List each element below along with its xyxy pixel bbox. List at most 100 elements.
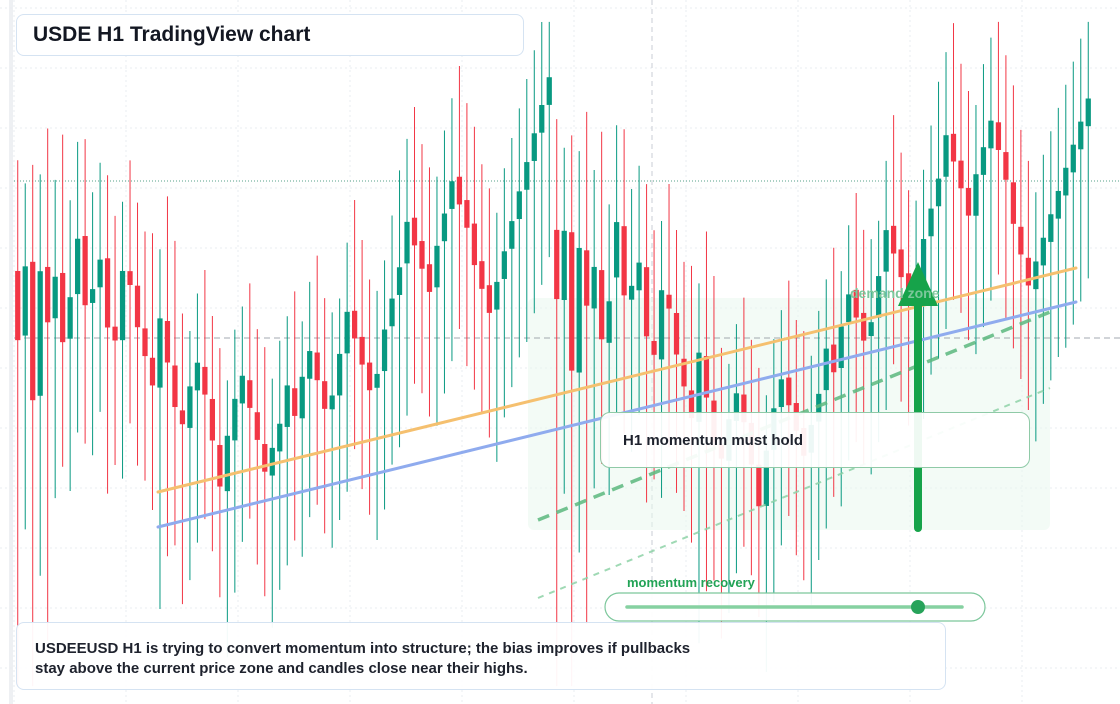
- candle: [45, 128, 51, 641]
- candle-body: [576, 247, 582, 373]
- candle-body: [149, 357, 156, 386]
- candle-body: [97, 259, 103, 288]
- candle-body: [351, 310, 358, 339]
- candle-body: [928, 208, 934, 237]
- candle-body: [591, 266, 597, 309]
- candle: [943, 52, 949, 329]
- candle-body: [1040, 237, 1046, 266]
- candle-body: [988, 120, 994, 149]
- candle: [374, 290, 380, 541]
- candle: [396, 170, 403, 448]
- summary-card: USDEEUSD H1 is trying to convert momentu…: [16, 622, 946, 690]
- candle-body: [247, 380, 253, 408]
- candle: [67, 200, 73, 491]
- candle: [52, 179, 58, 499]
- candle-body: [172, 365, 178, 408]
- momentum-arrow-head: [898, 262, 938, 306]
- candle-body: [950, 133, 957, 162]
- candle: [239, 306, 245, 542]
- candle: [464, 103, 470, 367]
- candle-body: [614, 222, 620, 278]
- candle: [434, 176, 440, 426]
- candle: [419, 144, 425, 394]
- candle-body: [277, 423, 283, 452]
- candle: [314, 255, 320, 505]
- candle-body: [60, 272, 66, 343]
- candle-body: [868, 322, 874, 337]
- candle: [404, 138, 410, 416]
- candle-body: [179, 410, 186, 425]
- candle-body: [628, 285, 635, 300]
- candle: [479, 164, 485, 414]
- candle: [292, 291, 298, 541]
- candle: [426, 167, 433, 417]
- candle-body: [778, 379, 784, 408]
- candle: [853, 192, 859, 443]
- candle-body: [1033, 261, 1039, 290]
- candle-body: [479, 261, 485, 289]
- candle-body: [449, 181, 455, 209]
- candle-body: [995, 122, 1002, 150]
- candle: [614, 125, 620, 416]
- candle: [337, 298, 343, 520]
- candle-body: [965, 187, 972, 216]
- candle: [254, 329, 260, 565]
- candle: [876, 220, 882, 443]
- candle-body: [546, 77, 552, 105]
- candle: [628, 188, 635, 452]
- candle-body: [419, 241, 425, 269]
- candle: [1063, 84, 1069, 348]
- candle-body: [561, 230, 567, 301]
- candle-body: [943, 135, 949, 177]
- candle: [127, 160, 133, 424]
- candle: [995, 21, 1002, 275]
- candle-body: [381, 329, 388, 372]
- candle: [187, 331, 193, 581]
- demand-zone-label: demand zone: [850, 285, 940, 301]
- candle-body: [389, 298, 395, 327]
- candle-body: [643, 267, 650, 337]
- candle-body: [658, 290, 665, 360]
- candle: [299, 321, 305, 557]
- candle-body: [554, 229, 560, 300]
- candle: [344, 242, 350, 492]
- price-levels: [14, 180, 1120, 339]
- candle-body: [292, 388, 298, 416]
- candle-body: [82, 236, 88, 306]
- candle: [965, 91, 972, 341]
- left-edge-strip: [9, 0, 13, 704]
- candle-body: [366, 362, 373, 391]
- candle: [262, 347, 268, 597]
- candle-body: [426, 264, 433, 292]
- candle-body: [142, 328, 148, 357]
- candle-body: [486, 285, 492, 313]
- candle-body: [688, 390, 695, 419]
- candle: [554, 119, 560, 687]
- candle-body: [763, 450, 769, 506]
- candle-body: [823, 348, 829, 391]
- candle-body: [471, 223, 478, 266]
- candle-body: [756, 464, 762, 507]
- candle: [546, 21, 552, 258]
- recovery-knob: [911, 600, 925, 614]
- candle: [75, 141, 81, 433]
- summary-line-1: USDEEUSD H1 is trying to convert momentu…: [35, 640, 691, 657]
- candle: [1018, 129, 1024, 380]
- candle: [441, 130, 448, 394]
- candle-body: [239, 375, 245, 404]
- candle: [524, 79, 530, 342]
- candle-body: [322, 381, 328, 409]
- candle: [202, 270, 208, 520]
- candle-body: [733, 393, 740, 421]
- candle: [307, 281, 313, 518]
- candle: [22, 183, 28, 530]
- candle-body: [681, 358, 687, 387]
- candle-body: [1063, 167, 1069, 196]
- candle: [322, 298, 328, 534]
- candle-body: [224, 435, 230, 492]
- candle: [149, 233, 156, 511]
- candle: [958, 63, 964, 313]
- summary-line-2: stay above the current price zone and ca…: [35, 660, 528, 677]
